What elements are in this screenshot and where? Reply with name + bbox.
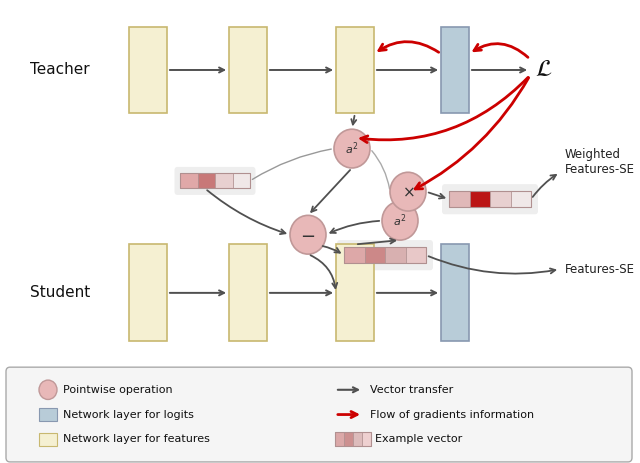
Text: $a^2$: $a^2$ [393,213,407,229]
Bar [449,191,531,207]
Bar [441,27,469,113]
Bar [362,432,371,446]
Circle shape [39,380,57,400]
Bar [180,173,250,188]
Text: $\times$: $\times$ [402,184,414,199]
Text: Flow of gradients information: Flow of gradients information [370,410,534,419]
Text: Example vector: Example vector [375,434,462,444]
Text: Pointwise operation: Pointwise operation [63,385,173,395]
Bar [490,191,511,207]
Bar [449,191,470,207]
Bar [336,244,374,341]
Bar [229,27,267,113]
Bar [232,173,250,188]
Bar [39,433,57,446]
Bar [229,244,267,341]
Bar [198,173,215,188]
Bar [129,27,167,113]
Bar [406,247,426,263]
Text: Features-SE: Features-SE [565,263,635,275]
Text: $-$: $-$ [300,226,316,244]
Circle shape [290,215,326,254]
Text: Vector transfer: Vector transfer [370,385,453,395]
Bar [335,432,344,446]
Circle shape [390,172,426,211]
Bar [39,408,57,421]
Bar [365,247,385,263]
Bar [344,432,353,446]
FancyBboxPatch shape [442,184,538,214]
Bar [385,247,406,263]
Text: $\mathcal{L}$: $\mathcal{L}$ [535,58,552,81]
Bar [344,247,365,263]
Text: $a^2$: $a^2$ [345,140,359,157]
Circle shape [382,201,418,240]
Bar [335,432,371,446]
Text: Student: Student [30,285,90,300]
Bar [344,247,426,263]
Bar [215,173,232,188]
Bar [180,173,198,188]
Circle shape [334,129,370,168]
Text: Weighted
Features-SE: Weighted Features-SE [565,148,635,175]
Text: Network layer for logits: Network layer for logits [63,410,194,419]
Bar [470,191,490,207]
Bar [336,27,374,113]
Text: Teacher: Teacher [30,63,90,77]
FancyBboxPatch shape [175,167,255,195]
FancyBboxPatch shape [337,240,433,270]
Bar [511,191,531,207]
Bar [441,244,469,341]
Text: Network layer for features: Network layer for features [63,434,210,444]
FancyBboxPatch shape [6,367,632,462]
Bar [129,244,167,341]
Bar [353,432,362,446]
